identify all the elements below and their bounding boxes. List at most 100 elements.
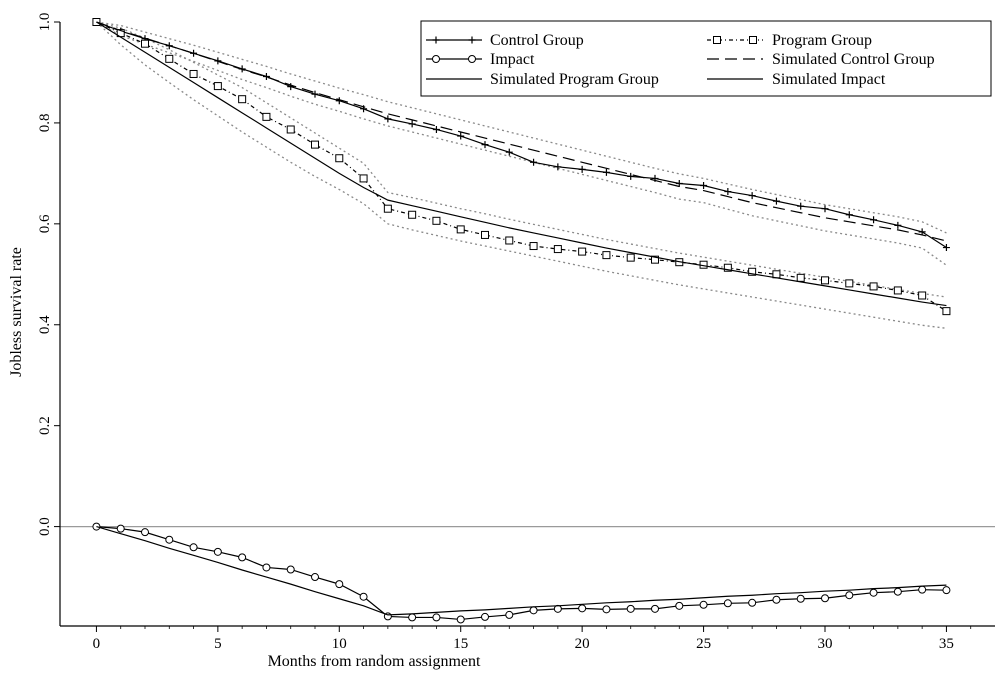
data-point-program-group <box>821 276 829 285</box>
data-point-impact <box>602 605 611 614</box>
data-point-program-group <box>335 154 344 163</box>
legend-item-simulated-control-group: Simulated Control Group <box>707 51 935 68</box>
data-point-impact <box>893 587 902 596</box>
data-point-impact <box>796 594 805 603</box>
confidence-bands <box>95 21 947 329</box>
y-tick-label: 0.6 <box>37 214 53 233</box>
x-tick-label: 25 <box>696 636 711 652</box>
data-point-program-group <box>481 230 489 239</box>
data-point-program-group <box>286 125 295 134</box>
data-point-program-group <box>189 69 198 78</box>
data-point-control-group <box>262 72 270 80</box>
data-point-impact <box>651 604 659 613</box>
y-tick-label: 0.8 <box>37 114 53 133</box>
data-point-impact <box>213 547 222 556</box>
x-tick-label: 30 <box>818 636 833 652</box>
data-point-impact <box>456 615 465 624</box>
data-point-program-group <box>918 291 927 300</box>
data-point-control-group <box>408 120 416 128</box>
data-point-control-group <box>384 115 392 123</box>
series-line-simulated-program-group <box>96 21 947 307</box>
data-point-impact <box>723 599 732 608</box>
data-point-program-group <box>141 39 149 48</box>
data-series <box>92 18 951 624</box>
confidence-band-1-upper <box>96 21 947 234</box>
data-point-program-group <box>432 216 441 225</box>
legend-marker <box>749 36 757 44</box>
data-point-impact <box>699 600 708 609</box>
data-point-impact <box>165 535 174 544</box>
data-point-control-group <box>942 244 950 252</box>
data-point-program-group <box>165 54 174 63</box>
data-point-program-group <box>578 247 587 256</box>
legend-marker <box>713 36 721 44</box>
x-axis-title: Months from random assignment <box>268 653 481 670</box>
data-point-control-group <box>870 216 878 224</box>
data-point-control-group <box>602 168 610 176</box>
y-tick-label: 0.4 <box>37 315 53 334</box>
data-point-impact <box>942 586 951 595</box>
data-point-program-group <box>723 263 732 272</box>
legend-item-simulated-impact: Simulated Impact <box>707 71 886 88</box>
legend-label: Simulated Program Group <box>490 71 659 88</box>
data-point-impact <box>189 543 198 552</box>
data-point-impact <box>141 528 149 537</box>
x-tick-label: 5 <box>214 636 222 652</box>
legend-marker <box>468 55 476 63</box>
data-point-control-group <box>457 132 465 140</box>
x-tick-label: 20 <box>575 636 590 652</box>
data-point-control-group <box>700 181 708 189</box>
legend-item-control-group: Control Group <box>426 32 584 49</box>
data-point-program-group <box>213 82 222 91</box>
legend-label: Control Group <box>490 32 584 49</box>
data-point-control-group <box>918 228 926 236</box>
series-line-impact <box>96 525 947 621</box>
data-point-program-group <box>626 253 635 262</box>
data-point-control-group <box>675 179 683 187</box>
data-point-program-group <box>869 282 878 291</box>
data-point-program-group <box>359 174 368 183</box>
data-point-impact <box>432 613 441 622</box>
data-point-impact <box>286 565 295 574</box>
data-point-impact <box>311 573 319 582</box>
data-point-program-group <box>651 255 659 264</box>
axes: 0 5 10 15 20 25 30 35 0.0 0.2 0.4 0.6 0.8 1.0 <box>37 13 995 652</box>
confidence-band-2-upper <box>96 21 947 298</box>
legend-marker <box>432 36 440 44</box>
data-point-impact <box>845 591 854 600</box>
legend-item-impact: Impact <box>426 51 535 68</box>
data-point-program-group <box>942 307 951 316</box>
legend-label: Simulated Impact <box>772 71 886 88</box>
data-point-control-group <box>190 49 198 57</box>
data-point-impact <box>821 594 829 603</box>
data-point-impact <box>408 613 417 622</box>
data-point-program-group <box>845 279 854 288</box>
legend-label: Impact <box>490 51 535 68</box>
data-point-impact <box>481 612 489 621</box>
x-tick-label: 0 <box>93 636 101 652</box>
legend-label: Program Group <box>772 32 872 49</box>
data-point-program-group <box>262 112 271 121</box>
series-line-simulated-control-group <box>96 21 947 242</box>
data-point-program-group <box>529 242 538 251</box>
legend-marker <box>432 55 440 63</box>
data-point-impact <box>238 553 247 562</box>
data-point-program-group <box>748 267 757 276</box>
data-point-control-group <box>432 125 440 133</box>
data-point-program-group <box>772 270 781 279</box>
y-tick-label: 0.0 <box>37 517 53 536</box>
data-point-program-group <box>796 273 805 282</box>
data-point-control-group <box>772 197 780 205</box>
data-point-control-group <box>797 202 805 210</box>
data-point-impact <box>262 563 271 572</box>
x-tick-label: 15 <box>453 636 468 652</box>
data-point-impact <box>918 585 927 594</box>
data-point-program-group <box>383 204 392 213</box>
data-point-control-group <box>505 148 513 156</box>
data-point-impact <box>505 610 514 619</box>
series-simulated-control-group <box>96 21 947 242</box>
data-point-impact <box>529 606 538 615</box>
data-point-control-group <box>481 141 489 149</box>
data-point-program-group <box>456 225 465 234</box>
data-point-control-group <box>845 211 853 219</box>
